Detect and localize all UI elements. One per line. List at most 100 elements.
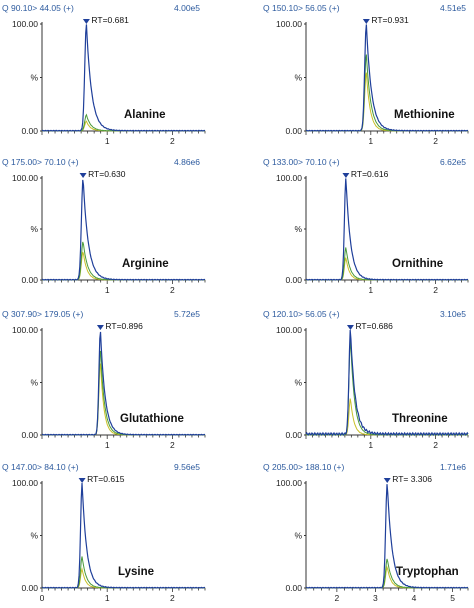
chromatogram-panel-glutathione: Q 307.90> 179.05 (+) 5.72e5 0.00% 100.00 1 2 R… (2, 309, 206, 450)
trace-main (305, 484, 469, 589)
x-tick-label: 4 (412, 593, 417, 603)
y-tick-label: % (294, 73, 302, 83)
compound-name: Arginine (122, 258, 169, 270)
x-tick-label: 2 (433, 440, 438, 450)
x-tick-label: 0 (40, 593, 45, 603)
trace-main (305, 329, 469, 437)
trace-main (41, 331, 206, 436)
y-tick-label: % (30, 531, 38, 541)
compound-name: Methionine (394, 109, 455, 121)
x-tick-label: 3 (373, 593, 378, 603)
x-tick-label: 1 (105, 440, 110, 450)
x-tick-label: 1 (368, 285, 373, 295)
chromatogram-panel-lysine: Q 147.00> 84.10 (+) 9.56e5 0.00% 100.00 0 1 2 R… (2, 462, 206, 603)
peak-marker-icon (342, 173, 350, 178)
trace-secondary-yellow (41, 120, 206, 132)
compound-name: Tryptophan (396, 566, 459, 578)
trace-main (305, 178, 469, 281)
y-tick-label: 100.00 (12, 19, 38, 29)
transition-label: Q 205.00> 188.10 (+) (263, 462, 344, 472)
x-tick-label: 2 (334, 593, 339, 603)
peak-marker-icon (383, 478, 391, 483)
chromatogram-panel-ornithine: Q 133.00> 70.10 (+) 6.62e5 0.00% 100.00 1 2 RT… (263, 157, 469, 295)
intensity-label: 4.00e5 (174, 3, 200, 13)
y-tick-label: 100.00 (276, 19, 302, 29)
transition-label: Q 307.90> 179.05 (+) (2, 309, 83, 319)
transition-label: Q 147.00> 84.10 (+) (2, 462, 79, 472)
transition-label: Q 120.10> 56.05 (+) (263, 309, 340, 319)
y-tick-label: 0.00 (285, 126, 302, 136)
y-tick-label: % (30, 224, 38, 234)
intensity-label: 5.72e5 (174, 309, 200, 319)
x-tick-label: 2 (170, 593, 175, 603)
trace-main (41, 179, 206, 281)
x-tick-label: 1 (105, 593, 110, 603)
y-tick-label: % (294, 378, 302, 388)
peak-marker-icon (96, 325, 104, 330)
compound-name: Ornithine (392, 258, 443, 270)
x-tick-label: 1 (105, 285, 110, 295)
trace-secondary-yellow (305, 257, 469, 281)
y-tick-label: % (30, 378, 38, 388)
intensity-label: 1.71e6 (440, 462, 466, 472)
y-tick-label: 100.00 (276, 478, 302, 488)
x-tick-label: 2 (433, 136, 438, 146)
peak-marker-icon (82, 19, 90, 24)
peak-marker-icon (346, 325, 354, 330)
y-tick-label: % (30, 73, 38, 83)
rt-label: RT=0.630 (88, 169, 126, 179)
y-tick-label: 0.00 (285, 430, 302, 440)
chromatogram-panel-tryptophan: Q 205.00> 188.10 (+) 1.71e6 0.00% 100.00 2 3 4… (263, 462, 469, 603)
x-tick-label: 2 (170, 440, 175, 450)
y-tick-label: 100.00 (276, 325, 302, 335)
intensity-label: 4.51e5 (440, 3, 466, 13)
chromatogram-panel-methionine: Q 150.10> 56.05 (+) 4.51e5 0.00% 100.00 1 2 RT… (263, 3, 469, 146)
rt-label: RT=0.615 (87, 474, 125, 484)
y-tick-label: 100.00 (276, 173, 302, 183)
chromatogram-panel-alanine: Q 90.10> 44.05 (+) 4.00e5 0.00% 100.00 1 2 RT=… (2, 3, 206, 146)
trace-secondary-yellow (305, 72, 469, 132)
trace-main (41, 483, 206, 589)
y-tick-label: 0.00 (21, 126, 38, 136)
transition-label: Q 90.10> 44.05 (+) (2, 3, 74, 13)
intensity-label: 4.86e6 (174, 157, 200, 167)
trace-main (305, 24, 469, 132)
y-tick-label: 0.00 (21, 583, 38, 593)
x-tick-label: 1 (368, 440, 373, 450)
trace-main (41, 24, 206, 132)
transition-label: Q 175.00> 70.10 (+) (2, 157, 79, 167)
intensity-label: 3.10e5 (440, 309, 466, 319)
chromatogram-panel-arginine: Q 175.00> 70.10 (+) 4.86e6 0.00% 100.00 1 2 RT… (2, 157, 206, 295)
y-tick-label: 0.00 (21, 275, 38, 285)
transition-label: Q 133.00> 70.10 (+) (263, 157, 340, 167)
x-tick-label: 2 (170, 285, 175, 295)
rt-label: RT=0.681 (91, 15, 129, 25)
rt-label: RT=0.686 (355, 321, 393, 331)
y-tick-label: % (294, 224, 302, 234)
x-tick-label: 2 (170, 136, 175, 146)
rt-label: RT=0.931 (371, 15, 409, 25)
x-tick-label: 1 (105, 136, 110, 146)
y-tick-label: 100.00 (12, 325, 38, 335)
peak-marker-icon (78, 478, 86, 483)
y-tick-label: % (294, 531, 302, 541)
peak-marker-icon (362, 19, 370, 24)
transition-label: Q 150.10> 56.05 (+) (263, 3, 340, 13)
compound-name: Glutathione (120, 413, 184, 425)
y-tick-label: 100.00 (12, 478, 38, 488)
y-tick-label: 100.00 (12, 173, 38, 183)
intensity-label: 6.62e5 (440, 157, 466, 167)
y-tick-label: 0.00 (21, 430, 38, 440)
y-tick-label: 0.00 (285, 583, 302, 593)
peak-marker-icon (79, 173, 87, 178)
x-tick-label: 2 (433, 285, 438, 295)
compound-name: Alanine (124, 109, 166, 121)
compound-name: Threonine (392, 413, 448, 425)
rt-label: RT= 3.306 (392, 474, 432, 484)
y-tick-label: 0.00 (285, 275, 302, 285)
chromatogram-panel-threonine: Q 120.10> 56.05 (+) 3.10e5 0.00% 100.00 1 2 RT… (263, 309, 469, 450)
rt-label: RT=0.896 (105, 321, 143, 331)
intensity-label: 9.56e5 (174, 462, 200, 472)
x-tick-label: 1 (368, 136, 373, 146)
